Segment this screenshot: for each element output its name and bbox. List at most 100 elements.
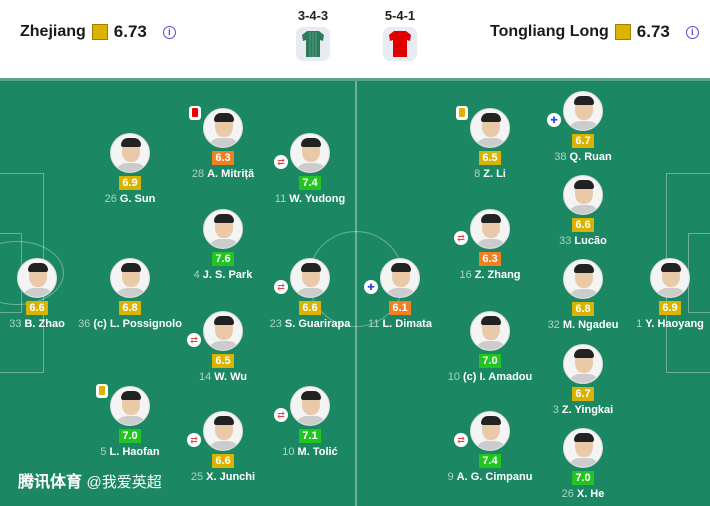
player-rating: 6.7 <box>572 134 594 148</box>
player-rating: 7.1 <box>299 429 321 443</box>
match-header: Zhejiang 6.73 i 3-4-3 5-4-1 Tongliang Lo… <box>0 0 710 78</box>
away-formation: 5-4-1 <box>382 8 418 61</box>
home-kit-icon <box>296 27 330 61</box>
player-photo <box>290 258 330 298</box>
player-photo <box>563 259 603 299</box>
player-rating: 6.3 <box>479 252 501 266</box>
player-name: J. S. Park <box>202 269 253 281</box>
player-number: 1 <box>636 318 643 330</box>
player-name: (c) L. Possignolo <box>93 318 182 330</box>
home-team-name: Zhejiang <box>20 23 86 40</box>
player-number: 33 <box>9 318 22 330</box>
player-photo <box>203 411 243 451</box>
substitution-icon: ⇄ <box>274 155 288 169</box>
player-home[interactable]: 7.6 4 J. S. Park <box>163 209 283 281</box>
home-team-rating: 6.73 <box>113 22 147 41</box>
player-photo <box>110 386 150 426</box>
player-away[interactable]: ⇄ 6.3 16 Z. Zhang <box>430 209 550 281</box>
player-number: 25 <box>190 471 204 483</box>
away-team-rating: 6.73 <box>636 22 670 41</box>
player-photo <box>380 258 420 298</box>
player-number: 32 <box>547 319 560 331</box>
away-formation-label: 5-4-1 <box>384 8 416 23</box>
player-name: M. Tolić <box>297 446 338 458</box>
rating-square-icon <box>91 24 108 40</box>
home-team: Zhejiang 6.73 i <box>20 22 176 42</box>
player-away[interactable]: 7.0 26 X. He <box>523 428 643 500</box>
player-rating: 6.8 <box>119 301 141 315</box>
player-away[interactable]: 7.0 10 (c) I. Amadou <box>430 311 550 383</box>
player-name: G. Sun <box>119 193 156 205</box>
player-label: 11 L. Dimata <box>340 318 460 330</box>
player-label: 26 X. He <box>523 488 643 500</box>
watermark-handle: @我爱英超 <box>86 474 162 491</box>
player-away[interactable]: ✚ 6.1 11 L. Dimata <box>340 258 460 330</box>
player-number: 26 <box>104 193 117 205</box>
player-home[interactable]: 6.9 26 G. Sun <box>70 133 190 205</box>
player-name: M. Ngadeu <box>562 319 619 331</box>
info-icon[interactable]: i <box>162 25 176 39</box>
player-rating: 6.9 <box>119 176 141 190</box>
player-label: 36 (c) L. Possignolo <box>70 318 190 330</box>
player-number: 26 <box>561 488 574 500</box>
player-name: Z. Li <box>483 168 506 180</box>
player-number: 36 <box>78 318 91 330</box>
player-rating: 6.9 <box>659 301 681 315</box>
player-home[interactable]: ⇄ 7.4 11 W. Yudong <box>250 133 370 205</box>
player-photo <box>203 108 243 148</box>
player-number: 3 <box>552 404 559 416</box>
player-rating: 6.8 <box>572 302 594 316</box>
player-name: (c) I. Amadou <box>462 371 533 383</box>
player-label: 9 A. G. Cimpanu <box>430 471 550 483</box>
player-label: 32 M. Ngadeu <box>523 319 643 331</box>
player-home[interactable]: ⇄ 7.1 10 M. Tolić <box>250 386 370 458</box>
player-label: 33 Lucão <box>523 235 643 247</box>
player-rating: 6.1 <box>389 301 411 315</box>
player-away[interactable]: 6.8 32 M. Ngadeu <box>523 259 643 331</box>
player-name: X. Junchi <box>206 471 256 483</box>
player-label: 25 X. Junchi <box>163 471 283 483</box>
player-home[interactable]: ⇄ 6.6 23 S. Guarirapa <box>250 258 370 330</box>
substitution-icon: ⇄ <box>454 433 468 447</box>
substitution-icon: ⇄ <box>274 280 288 294</box>
player-name: L. Haofan <box>109 446 160 458</box>
pitch: 腾讯体育 @我爱英超 6.6 33 B. Zhao 6.8 36 (c) L. Po… <box>0 78 710 506</box>
player-away[interactable]: ⇄ 7.4 9 A. G. Cimpanu <box>430 411 550 483</box>
player-label: 26 G. Sun <box>70 193 190 205</box>
player-rating: 6.6 <box>572 218 594 232</box>
player-rating: 6.5 <box>479 151 501 165</box>
player-number: 8 <box>474 168 481 180</box>
player-photo <box>470 209 510 249</box>
substitution-icon: ⇄ <box>187 433 201 447</box>
player-photo <box>563 91 603 131</box>
home-formation-label: 3-4-3 <box>297 8 329 23</box>
player-rating: 6.6 <box>212 454 234 468</box>
player-name: Z. Yingkai <box>561 404 614 416</box>
player-away[interactable]: 6.7 3 Z. Yingkai <box>523 344 643 416</box>
info-icon[interactable]: i <box>685 25 699 39</box>
player-home[interactable]: 6.3 28 A. Mitriță <box>163 106 283 180</box>
watermark: 腾讯体育 @我爱英超 <box>18 468 162 492</box>
player-photo <box>470 411 510 451</box>
player-away[interactable]: 6.5 8 Z. Li <box>430 106 550 180</box>
player-label: 3 Z. Yingkai <box>523 404 643 416</box>
player-photo <box>290 386 330 426</box>
player-photo <box>110 133 150 173</box>
player-home[interactable]: 6.6 33 B. Zhao <box>0 258 97 330</box>
player-away[interactable]: ✚ 6.7 38 Q. Ruan <box>523 91 643 163</box>
player-home[interactable]: 7.0 5 L. Haofan <box>70 384 190 458</box>
player-home[interactable]: ⇄ 6.5 14 W. Wu <box>163 311 283 383</box>
away-team: Tongliang Long 6.73 i <box>490 22 699 42</box>
player-home[interactable]: 6.8 36 (c) L. Possignolo <box>70 258 190 330</box>
player-away[interactable]: 6.6 33 Lucão <box>523 175 643 247</box>
player-away[interactable]: 6.9 1 Y. Haoyang <box>610 258 710 330</box>
player-label: 11 W. Yudong <box>250 193 370 205</box>
player-number: 11 <box>274 193 287 205</box>
player-home[interactable]: ⇄ 6.6 25 X. Junchi <box>163 411 283 483</box>
player-label: 14 W. Wu <box>163 371 283 383</box>
player-rating: 7.4 <box>299 176 321 190</box>
watermark-brand: 腾讯体育 <box>18 474 83 491</box>
player-rating: 6.6 <box>299 301 321 315</box>
player-photo <box>563 344 603 384</box>
away-kit-icon <box>383 27 417 61</box>
